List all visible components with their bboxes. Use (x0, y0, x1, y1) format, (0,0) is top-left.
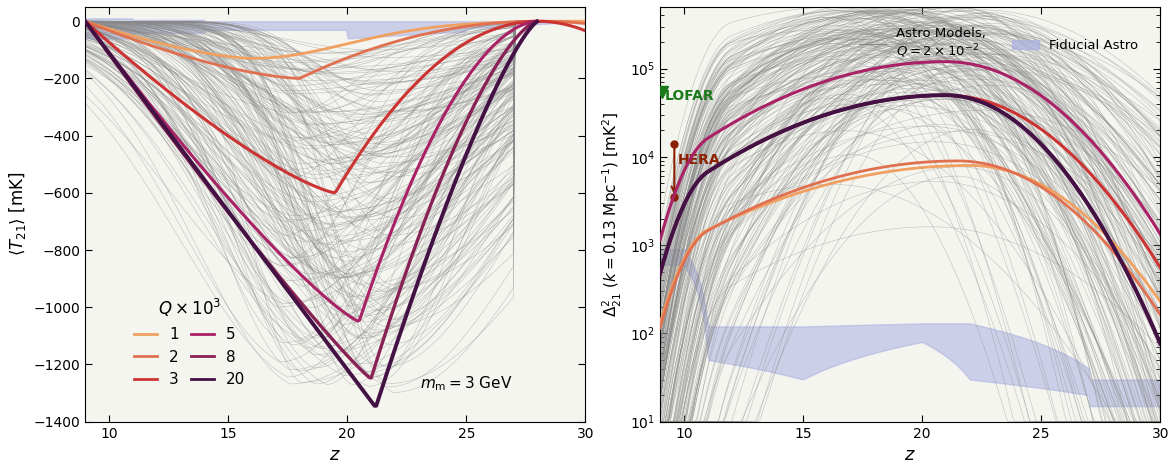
Text: HERA: HERA (677, 153, 721, 167)
Text: $m_{\rm m} = 3$ GeV: $m_{\rm m} = 3$ GeV (420, 374, 513, 393)
Legend: Astro Models,
$Q = 2 \times 10^{-2}$, Fiducial Astro: Astro Models, $Q = 2 \times 10^{-2}$, Fi… (854, 22, 1144, 65)
Y-axis label: $\Delta^2_{21}\ (k = 0.13\ \mathrm{Mpc}^{-1})\ [\mathrm{mK}^2]$: $\Delta^2_{21}\ (k = 0.13\ \mathrm{Mpc}^… (601, 112, 624, 317)
X-axis label: $z$: $z$ (904, 446, 916, 464)
Legend: 1, 2, 3, 5, 8, 20: 1, 2, 3, 5, 8, 20 (128, 291, 252, 393)
Y-axis label: $\langle T_{21} \rangle$ [mK]: $\langle T_{21} \rangle$ [mK] (7, 172, 28, 257)
Text: LOFAR: LOFAR (664, 89, 715, 103)
X-axis label: $z$: $z$ (329, 446, 341, 464)
